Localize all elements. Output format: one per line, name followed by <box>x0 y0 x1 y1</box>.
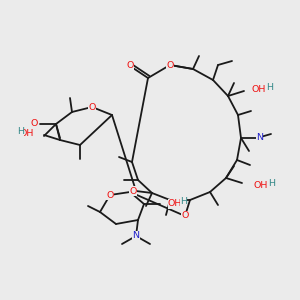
Text: OH: OH <box>20 128 34 137</box>
Text: N: N <box>133 232 140 241</box>
Text: H: H <box>268 179 275 188</box>
Text: O: O <box>106 190 114 200</box>
Text: O: O <box>181 212 189 220</box>
Text: O: O <box>31 119 38 128</box>
Text: H: H <box>266 82 273 91</box>
Text: OH: OH <box>254 182 268 190</box>
Text: O: O <box>166 61 174 70</box>
Text: O: O <box>130 187 137 196</box>
Text: N: N <box>256 134 263 142</box>
Text: OH: OH <box>168 200 182 208</box>
Text: O: O <box>126 61 134 70</box>
Text: H: H <box>180 197 187 206</box>
Text: O: O <box>88 103 96 112</box>
Text: H: H <box>17 127 24 136</box>
Text: OH: OH <box>252 85 266 94</box>
